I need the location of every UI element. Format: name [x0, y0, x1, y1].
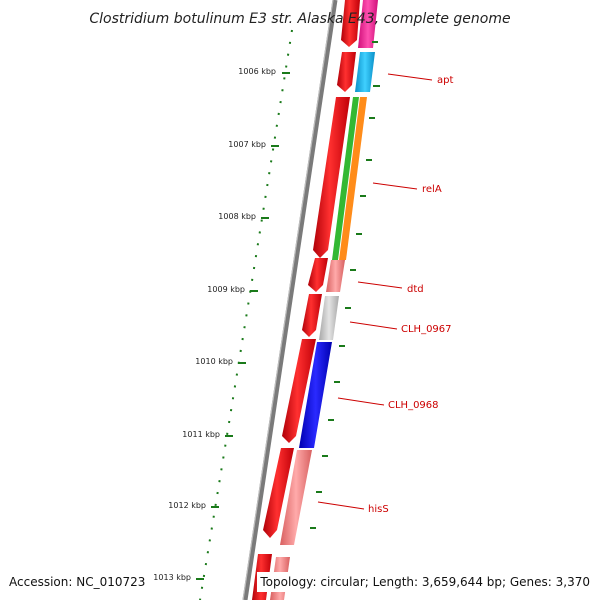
cds-arrow — [308, 258, 328, 292]
right-tick-track — [310, 41, 380, 529]
tick-label: 1007 kbp — [228, 140, 266, 149]
gene-labels: apt relA dtd CLH_0967 CLH_0968 hisS — [317, 73, 453, 515]
cds-arrow — [302, 294, 322, 337]
tick-label: 1010 kbp — [195, 357, 233, 366]
scale-ticks: 1006 kbp 1007 kbp 1008 kbp 1009 kbp 1010… — [153, 67, 290, 582]
leader-line — [349, 321, 398, 330]
tick-label: 1013 kbp — [153, 573, 191, 582]
cds-block — [299, 342, 332, 448]
cds-arrow — [341, 0, 360, 47]
cds-arrow — [282, 339, 316, 443]
tick-label: 1006 kbp — [238, 67, 276, 76]
footer-topology-bg — [257, 572, 594, 592]
cds-block — [358, 0, 378, 48]
leader-line — [337, 397, 385, 406]
genome-backbone — [242, 0, 338, 600]
coordinate-dotted-line — [199, 29, 293, 600]
gene-label-apt[interactable]: apt — [437, 75, 453, 86]
leader-line — [317, 501, 365, 510]
gene-label-dtd[interactable]: dtd — [407, 284, 424, 295]
footer-accession: Accession: NC_010723 — [9, 575, 145, 589]
cds-block — [355, 52, 375, 92]
map-title: Clostridium botulinum E3 str. Alaska E43… — [89, 11, 510, 27]
leader-line — [387, 73, 433, 81]
gene-label-hiss[interactable]: hisS — [368, 504, 389, 515]
leader-line — [372, 182, 418, 190]
cds-block — [332, 97, 359, 260]
gene-track — [252, 0, 378, 600]
gene-label-clh-0967[interactable]: CLH_0967 — [401, 324, 452, 335]
cds-block — [339, 97, 367, 260]
cds-arrow — [263, 448, 294, 538]
tick-label: 1008 kbp — [218, 212, 256, 221]
gene-label-clh-0968[interactable]: CLH_0968 — [388, 400, 439, 411]
footer-topology: Topology: circular; Length: 3,659,644 bp… — [259, 575, 590, 589]
footer-accession-bg — [5, 572, 148, 592]
cds-block — [326, 260, 345, 292]
cds-block — [319, 296, 339, 340]
gene-label-rela[interactable]: relA — [422, 184, 442, 195]
tick-label: 1012 kbp — [168, 501, 206, 510]
tick-label: 1009 kbp — [207, 285, 245, 294]
cds-arrow — [313, 97, 350, 258]
genome-backbone-highlight — [242, 0, 334, 600]
leader-line — [357, 281, 403, 289]
cds-arrow — [337, 52, 356, 92]
tick-label: 1011 kbp — [182, 430, 220, 439]
cds-block — [280, 450, 312, 545]
